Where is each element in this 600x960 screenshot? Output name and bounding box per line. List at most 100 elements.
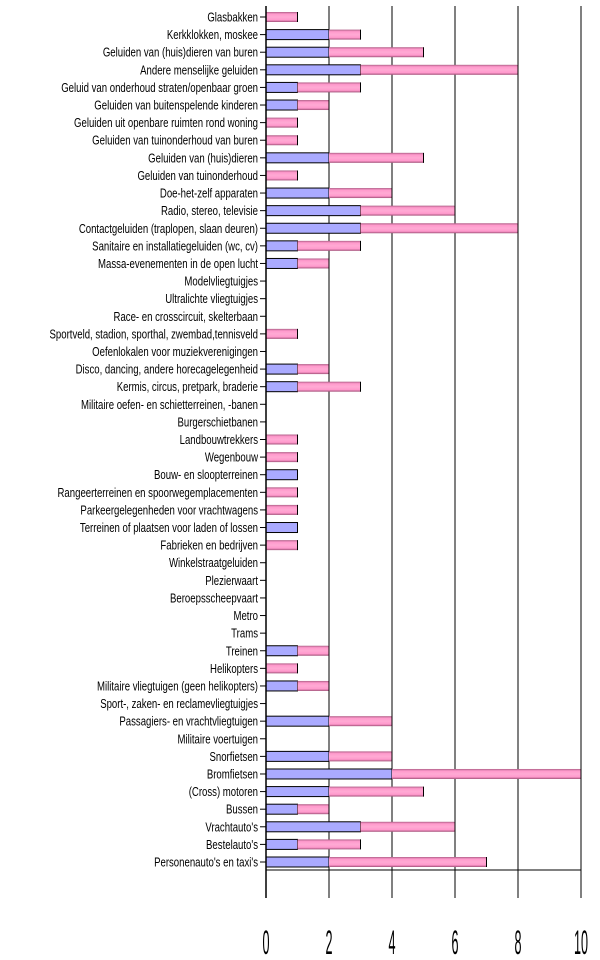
bar-series-2	[329, 188, 392, 199]
x-tick-label: 2	[325, 922, 332, 960]
bar-series-1	[265, 29, 330, 41]
bar-series-1	[265, 786, 330, 798]
bar-series-2	[266, 452, 298, 463]
category-label: Metro	[233, 610, 258, 624]
bar-series-2	[266, 540, 298, 551]
category-label: Treinen	[226, 645, 258, 659]
category-label: Sport-, zaken- en reclamevliegtuigjes	[100, 698, 258, 712]
category-label: Wegenbouw	[205, 451, 259, 465]
category-label: Geluiden van tuinonderhoud van buren	[92, 134, 258, 148]
category-label: Militaire vliegtuigen (geen helikopters)	[97, 680, 258, 694]
category-label: Geluiden van tuinonderhoud	[137, 170, 258, 184]
bar-series-2	[297, 82, 361, 93]
category-label: Ultralichte vliegtuigjes	[165, 293, 258, 307]
category-label: Massa-evenementen in de open lucht	[98, 258, 259, 272]
bar-series-1	[265, 152, 330, 164]
gridlines	[265, 6, 582, 898]
category-label: Bussen	[226, 803, 258, 817]
bar-series-1	[265, 750, 330, 762]
category-label: Geluiden van (huis)dieren	[148, 152, 258, 166]
bar-series-2	[360, 821, 455, 832]
bar-series-2	[266, 328, 298, 339]
bar-series-1	[265, 363, 298, 375]
bar-series-2	[266, 487, 298, 498]
category-label: Doe-het-zelf apparaten	[160, 187, 258, 201]
bar-series-1	[265, 381, 298, 393]
bar-series-2	[297, 258, 329, 269]
category-label: Geluiden uit openbare ruimten rond wonin…	[74, 117, 258, 131]
category-label: Burgerschietbanen	[177, 416, 258, 430]
bars	[265, 12, 582, 868]
bar-series-2	[266, 12, 298, 22]
category-label: Helikopters	[210, 663, 258, 677]
bar-series-2	[329, 152, 424, 163]
category-label: Oefenlokalen voor muziekverenigingen	[92, 346, 258, 360]
bar-series-2	[297, 839, 361, 850]
bar-series-2	[266, 434, 298, 445]
bar-series-2	[297, 804, 329, 815]
category-label: Militaire oefen- en schietterreinen, -ba…	[81, 398, 258, 412]
category-label: Trams	[231, 627, 258, 641]
bar-series-1	[265, 680, 298, 692]
x-tick-labels: 0 2 4 6 8 10	[262, 922, 588, 960]
bar-series-2	[266, 170, 298, 181]
category-label: Geluid van onderhoud straten/openbaar gr…	[61, 82, 258, 96]
bar-series-1	[265, 187, 330, 199]
category-labels: Glasbakken Kerkklokken, moskee Geluiden va…	[50, 11, 259, 870]
category-label: Kerkklokken, moskee	[167, 29, 258, 43]
bar-series-1	[265, 645, 298, 657]
category-label: Landbouwtrekkers	[180, 434, 259, 448]
bar-series-1	[265, 257, 298, 269]
category-label: Glasbakken	[207, 11, 258, 25]
category-label: Snorfietsen	[209, 751, 258, 765]
bar-series-1	[265, 64, 361, 76]
x-tick-label: 6	[451, 922, 458, 960]
bar-series-2	[329, 29, 361, 40]
bar-series-1	[265, 240, 298, 252]
bar-series-2	[360, 64, 518, 75]
axes	[260, 6, 581, 898]
category-label: Geluiden van buitenspelende kinderen	[94, 99, 258, 113]
category-label: Radio, stereo, televisie	[161, 205, 258, 219]
category-label: Personenauto's en taxi's	[154, 856, 258, 870]
category-label: Disco, dancing, andere horecagelegenheid	[76, 363, 258, 377]
bar-series-2	[329, 857, 487, 867]
bar-series-2	[297, 645, 329, 656]
bar-series-2	[297, 100, 329, 111]
category-label: Sanitaire en installatiegeluiden (wc, cv…	[92, 240, 258, 254]
bar-series-2	[266, 663, 298, 674]
category-label: Fabrieken en bedrijven	[160, 539, 258, 553]
bar-series-1	[265, 46, 330, 58]
bar-series-2	[329, 786, 424, 797]
category-label: Race- en crosscircuit, skelterbaan	[114, 310, 258, 324]
bar-series-2	[392, 768, 581, 779]
bar-series-1	[265, 81, 298, 93]
x-tick-label: 10	[574, 922, 588, 960]
bar-series-2	[329, 47, 424, 58]
category-label: Militaire voertuigen	[177, 733, 258, 747]
bar-series-1	[265, 715, 330, 727]
x-tick-label: 8	[514, 922, 521, 960]
bar-series-2	[266, 504, 298, 515]
bar-series-1	[265, 469, 298, 481]
category-label: Beroepsscheepvaart	[170, 592, 259, 606]
bar-series-2	[266, 117, 298, 128]
category-label: (Cross) motoren	[189, 786, 258, 800]
bar-series-2	[360, 223, 518, 234]
category-label: Vrachtauto's	[205, 821, 258, 835]
category-label: Contactgeluiden (traplopen, slaan deuren…	[79, 222, 258, 236]
category-label: Bestelauto's	[206, 839, 258, 853]
bar-series-1	[265, 768, 393, 780]
category-label: Kermis, circus, pretpark, braderie	[117, 381, 258, 395]
category-label: Passagiers- en vrachtvliegtuigen	[119, 715, 258, 729]
bar-series-2	[297, 381, 361, 392]
bar-series-1	[265, 99, 298, 111]
category-label: Plezierwaart	[205, 575, 258, 589]
x-tick-label: 4	[388, 922, 395, 960]
bar-series-2	[329, 751, 392, 762]
bar-series-1	[265, 205, 361, 217]
bar-series-1	[265, 803, 298, 815]
bar-series-2	[297, 680, 329, 691]
bar-series-1	[265, 821, 361, 833]
